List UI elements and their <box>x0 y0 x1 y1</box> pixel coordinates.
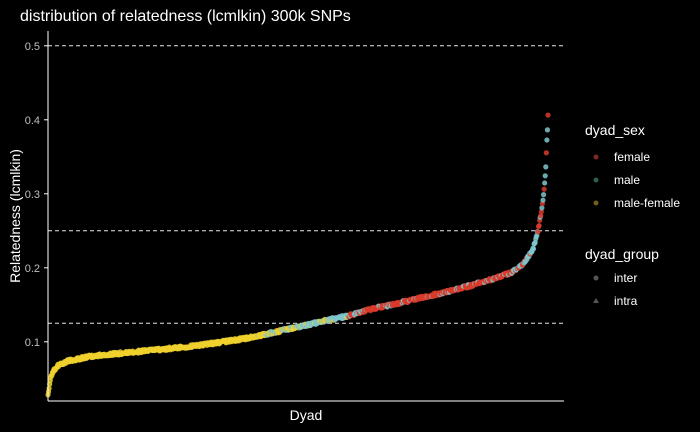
y-axis-label: Relatedness (lcmlkin) <box>7 149 23 283</box>
data-point <box>544 137 549 142</box>
y-tick-label: 0.4 <box>25 115 40 127</box>
y-tick-label: 0.3 <box>25 189 40 201</box>
data-point <box>544 150 549 155</box>
legend-male-swatch <box>594 178 599 183</box>
data-point <box>537 223 542 228</box>
legend-female-swatch <box>594 155 599 160</box>
legend-inter-label: inter <box>614 271 637 285</box>
legend-inter-swatch <box>594 276 599 281</box>
legend-female-label: female <box>614 150 650 164</box>
data-point <box>541 192 546 197</box>
chart-title: distribution of relatedness (lcmlkin) 30… <box>20 8 351 25</box>
data-point <box>542 180 547 185</box>
data-point <box>542 187 547 192</box>
legend-male-label: male <box>614 173 640 187</box>
legend-dyad-sex-title: dyad_sex <box>585 122 645 138</box>
legend-male-female-label: male-female <box>614 196 680 210</box>
data-point <box>545 112 550 117</box>
data-point <box>545 127 550 132</box>
legend-male-female-swatch <box>594 201 599 206</box>
data-point <box>531 246 536 251</box>
data-point <box>540 198 545 203</box>
data-point <box>535 229 540 234</box>
data-point <box>543 164 548 169</box>
y-tick-label: 0.2 <box>25 263 40 275</box>
y-tick-label: 0.1 <box>25 337 40 349</box>
legend-dyad-group-title: dyad_group <box>585 246 659 262</box>
legend-intra-label: intra <box>614 294 638 308</box>
data-point <box>543 173 548 178</box>
y-tick-label: 0.5 <box>25 41 40 53</box>
x-axis-label: Dyad <box>290 407 323 423</box>
